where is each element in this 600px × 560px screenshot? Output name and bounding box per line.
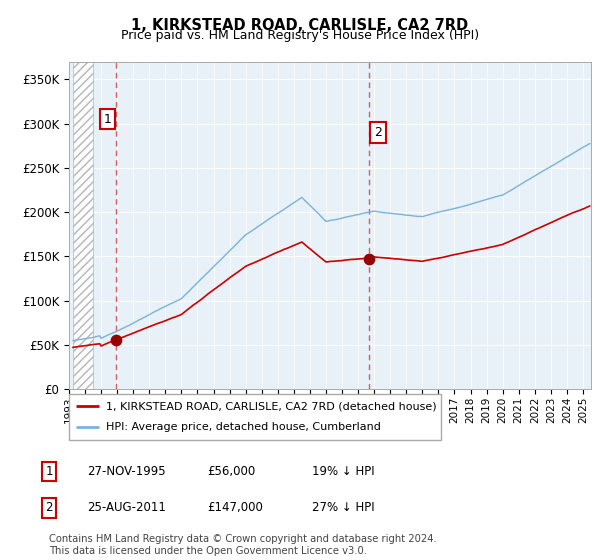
Text: 1: 1 <box>104 113 112 125</box>
Text: 1, KIRKSTEAD ROAD, CARLISLE, CA2 7RD: 1, KIRKSTEAD ROAD, CARLISLE, CA2 7RD <box>131 18 469 33</box>
Text: 1, KIRKSTEAD ROAD, CARLISLE, CA2 7RD (detached house): 1, KIRKSTEAD ROAD, CARLISLE, CA2 7RD (de… <box>106 401 437 411</box>
Text: 27% ↓ HPI: 27% ↓ HPI <box>312 501 374 515</box>
Text: HPI: Average price, detached house, Cumberland: HPI: Average price, detached house, Cumb… <box>106 422 381 432</box>
Point <box>364 255 373 264</box>
Text: 27-NOV-1995: 27-NOV-1995 <box>87 465 166 478</box>
Text: 25-AUG-2011: 25-AUG-2011 <box>87 501 166 515</box>
Text: £56,000: £56,000 <box>207 465 255 478</box>
Text: Price paid vs. HM Land Registry's House Price Index (HPI): Price paid vs. HM Land Registry's House … <box>121 29 479 42</box>
Text: £147,000: £147,000 <box>207 501 263 515</box>
FancyBboxPatch shape <box>69 394 441 440</box>
Text: Contains HM Land Registry data © Crown copyright and database right 2024.
This d: Contains HM Land Registry data © Crown c… <box>49 534 437 556</box>
Text: 1: 1 <box>46 465 53 478</box>
Text: 19% ↓ HPI: 19% ↓ HPI <box>312 465 374 478</box>
Text: 2: 2 <box>374 126 382 139</box>
Point <box>111 335 121 344</box>
Text: 2: 2 <box>46 501 53 515</box>
